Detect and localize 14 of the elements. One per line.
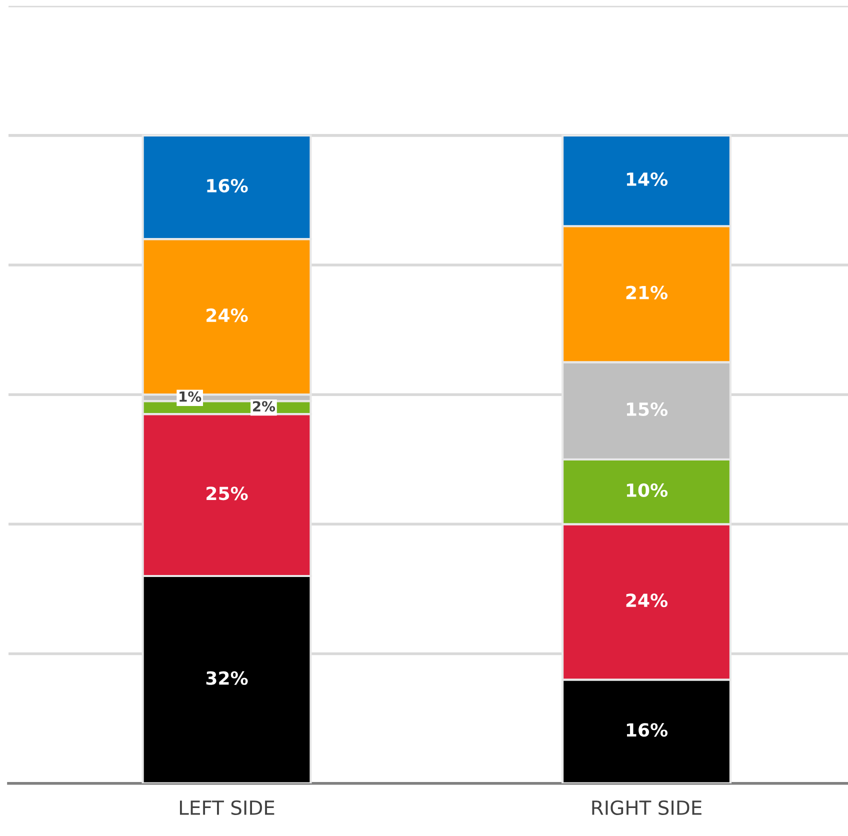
data-label: 2% — [253, 401, 276, 412]
data-label: 24% — [626, 594, 668, 608]
data-label: 1% — [180, 391, 202, 402]
data-label: 32% — [206, 671, 248, 685]
data-label: 14% — [626, 172, 668, 186]
data-label: 10% — [626, 483, 668, 498]
data-label: 16% — [207, 178, 248, 193]
data-label: 25% — [206, 486, 248, 500]
data-label: 15% — [626, 402, 668, 416]
data-label: 16% — [626, 723, 668, 737]
data-label: 21% — [626, 286, 668, 300]
data-label: 24% — [206, 308, 248, 322]
x-tick-label: RIGHT SIDE — [592, 800, 702, 816]
x-tick-label: LEFT SIDE — [180, 800, 274, 816]
